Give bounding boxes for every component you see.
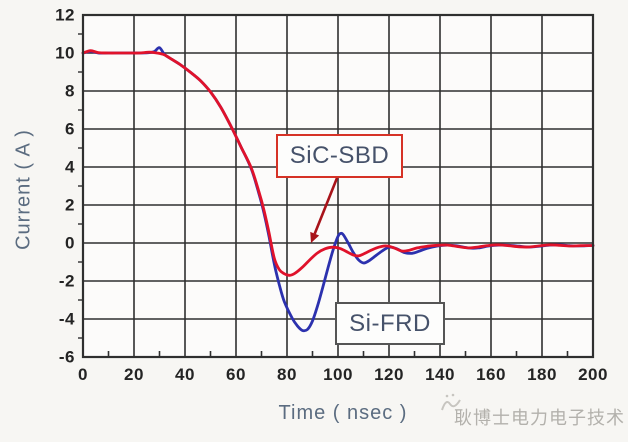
x-tick-label: 180	[527, 365, 557, 384]
curve-sic-sbd	[81, 49, 595, 277]
y-tick-label: 12	[55, 5, 75, 25]
y-tick-label: -4	[58, 309, 75, 329]
annotation-box-sic-sbd: SiC-SBD	[276, 134, 403, 178]
annotation-label-si-frd: Si-FRD	[349, 309, 431, 337]
y-tick-label: 6	[65, 119, 75, 139]
watermark-scribble-icon	[441, 393, 461, 411]
x-tick-label: 100	[323, 365, 353, 384]
x-tick-label: 40	[175, 365, 195, 384]
x-tick-label: 160	[476, 365, 506, 384]
x-tick-label: 60	[226, 365, 246, 384]
x-tick-label: 0	[78, 365, 88, 384]
annotation-box-si-frd: Si-FRD	[335, 302, 445, 345]
watermark-text: 耿博士电力电子技术	[454, 408, 625, 428]
x-tick-label: 140	[425, 365, 455, 384]
x-tick-label: 200	[578, 365, 608, 384]
y-axis-title: Current ( A )	[12, 129, 35, 250]
y-tick-label: -6	[58, 347, 75, 367]
x-tick-label: 80	[277, 365, 297, 384]
y-tick-label: 2	[65, 195, 75, 215]
y-tick-label: 8	[65, 81, 75, 101]
plot-border	[81, 13, 595, 359]
x-tick-label: 20	[124, 365, 144, 384]
y-tick-label: -2	[58, 271, 75, 291]
annotation-label-sic-sbd: SiC-SBD	[289, 142, 390, 169]
y-tick-label: 10	[55, 43, 75, 63]
y-tick-label: 4	[65, 157, 75, 177]
annotation-arrow-line	[313, 177, 339, 235]
x-axis-title: Time ( nsec )	[278, 402, 408, 424]
reverse-recovery-chart	[78, 13, 595, 359]
y-tick-label: 0	[65, 233, 75, 253]
x-tick-label: 120	[374, 365, 404, 384]
annotation-arrow-head	[310, 231, 320, 243]
